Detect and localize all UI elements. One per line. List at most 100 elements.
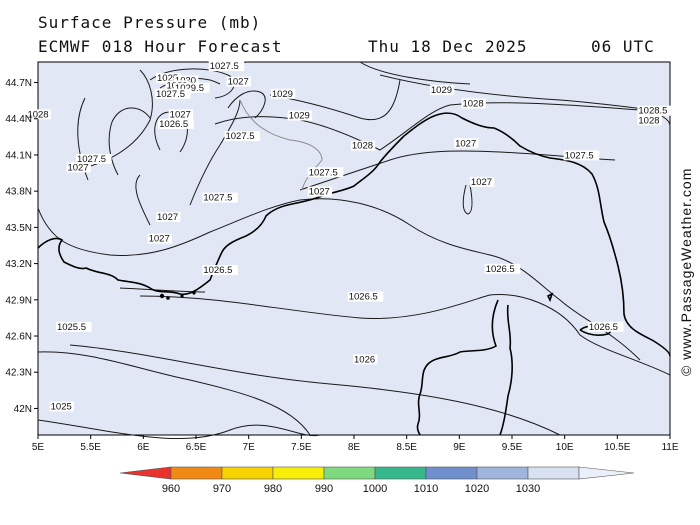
isobar-label-text: 1027 <box>170 109 191 120</box>
isobar-label-text: 1025 <box>51 401 72 412</box>
lat-tick-label: 44.7N <box>5 78 32 89</box>
model-run: ECMWF 018 Hour Forecast <box>38 37 283 56</box>
isobar-label: 1026.5 <box>347 291 384 303</box>
credit-label: © www.PassageWeather.com <box>678 168 694 376</box>
isobar-label: 1027.5 <box>563 150 600 161</box>
isobar-label-text: 1027 <box>67 162 88 173</box>
islands <box>159 291 196 300</box>
isobar-label: 1028 <box>350 140 376 152</box>
isobar-label-text: 1027 <box>157 212 178 223</box>
isobar-1027-5-east <box>299 150 616 191</box>
lon-tick-label: 10.5E <box>604 442 630 453</box>
isobar-label-text: 1027 <box>228 77 249 88</box>
isobar-label-text: 1027 <box>471 177 492 188</box>
isobar-label-text: 1029 <box>289 111 310 122</box>
lat-tick-label: 42.9N <box>5 295 32 306</box>
isobar-label: 1026.5 <box>158 118 194 130</box>
coastline <box>37 112 671 436</box>
island <box>180 294 184 298</box>
lat-tick-label: 42.3N <box>5 368 32 379</box>
isobar-label: 1029 <box>270 88 296 100</box>
lat-tick-label: 43.8N <box>5 187 32 198</box>
legend-label: 1010 <box>414 483 438 495</box>
isobar-label-text: 1027.5 <box>309 167 338 178</box>
isobar-label: 1027 <box>307 186 333 198</box>
isobar-label: 1026 <box>353 354 378 365</box>
legend-label: 960 <box>162 483 180 495</box>
isobar-label-text: 1027 <box>455 138 476 149</box>
isobar-label-text: 1025.5 <box>57 322 86 333</box>
lon-tick-label: 8.5E <box>396 442 417 453</box>
isobar-1026-5-south <box>139 294 671 376</box>
pressure-color-legend: 960 970 980 990 1000 1010 1020 1030 <box>119 466 635 495</box>
isobar-1025 <box>37 419 321 440</box>
isobar-1027-5-loop <box>108 107 151 176</box>
isobar-label-text: 1025 <box>157 73 178 84</box>
isobar-label: 1028 <box>637 115 662 126</box>
isobar-label-text: 1027.5 <box>565 150 594 161</box>
isobar-label: 1029 <box>287 110 313 122</box>
isobar-1027-coast <box>37 198 641 361</box>
isobar-label: 1026.5 <box>202 265 238 276</box>
lon-tick-label: 6E <box>137 442 150 453</box>
legend-swatch <box>221 466 274 480</box>
isobar-label: 1027 <box>469 176 495 188</box>
isobar-label: 1027 <box>168 109 194 120</box>
legend-swatch <box>119 466 172 480</box>
isobar-label: 1027.5 <box>75 153 112 165</box>
isobar-labels: 1027.510271025103010291029.51027.5102910… <box>26 61 673 412</box>
map-title: Surface Pressure (mb) <box>38 13 262 32</box>
isobar-label-text: 1026.5 <box>203 265 232 276</box>
isobar-label-text: 1026.5 <box>159 119 188 130</box>
forecast-date: Thu 18 Dec 2025 <box>368 37 528 56</box>
isobar-label-text: 1028 <box>352 141 373 152</box>
isobar-1027-inner <box>135 174 151 226</box>
isobar-label: 1027 <box>156 211 181 223</box>
legend-label: 1000 <box>363 483 387 495</box>
isobar-label-text: 1029 <box>272 89 293 100</box>
lon-tick-label: 9E <box>453 442 466 453</box>
isobar-label: 1029 <box>429 85 455 96</box>
legend-swatch <box>527 466 580 480</box>
legend-label: 980 <box>264 483 282 495</box>
legend-swatch <box>578 466 635 480</box>
isobar-label: 1028 <box>461 98 486 109</box>
latitude-axis: 44.7N 44.4N 44.1N 43.8N 43.5N 43.2N 42.9N 42.6N… <box>5 78 38 415</box>
isobar-label-text: 1026.5 <box>349 292 378 303</box>
isobar-label: 1029.5 <box>173 82 210 94</box>
isobar-label-text: 1028 <box>638 115 659 126</box>
lon-tick-label: 5E <box>32 442 45 453</box>
isobar-label: 1025.5 <box>55 321 92 333</box>
legend-label: 970 <box>213 483 231 495</box>
isobar-label: 1027.5 <box>224 131 261 142</box>
isobar-label-text: 1027.5 <box>225 131 254 142</box>
lat-tick-label: 44.1N <box>5 150 32 161</box>
islet <box>546 292 554 303</box>
island <box>192 291 196 295</box>
lat-tick-label: 44.4N <box>5 114 32 125</box>
isobar-label-text: 1026.5 <box>486 264 515 275</box>
isobar-1029-center <box>227 90 266 119</box>
isobar-label: 1026.5 <box>484 263 521 275</box>
isobar-label-text: 1029 <box>431 85 452 96</box>
legend-swatch <box>476 466 529 480</box>
isobar-label-text: 1027.5 <box>156 89 185 100</box>
lat-tick-label: 42N <box>14 404 32 415</box>
isobar-1029-east <box>269 79 401 121</box>
isobar-label: 1025 <box>49 401 75 412</box>
legend-swatch <box>170 466 223 480</box>
legend-swatch <box>425 466 478 480</box>
island <box>159 293 165 299</box>
isobar-1029-north <box>359 61 471 85</box>
isobar-high-1 <box>149 68 235 99</box>
lat-tick-label: 43.2N <box>5 259 32 270</box>
coastline-corsica <box>416 299 499 436</box>
isobar-1025-5 <box>37 351 311 436</box>
forecast-time: 06 UTC <box>591 37 655 56</box>
isobar-label-text: 1027.5 <box>203 193 232 204</box>
coastline-corsica-east <box>499 304 513 436</box>
isobar-label: 1027 <box>147 233 172 245</box>
longitude-axis: 5E 5.5E 6E 6.5E 7E 7.5E 8E 8.5E 9E 9.5E 10E 10.5E 11… <box>32 435 679 453</box>
isobar-label: 1027.5 <box>154 88 191 100</box>
